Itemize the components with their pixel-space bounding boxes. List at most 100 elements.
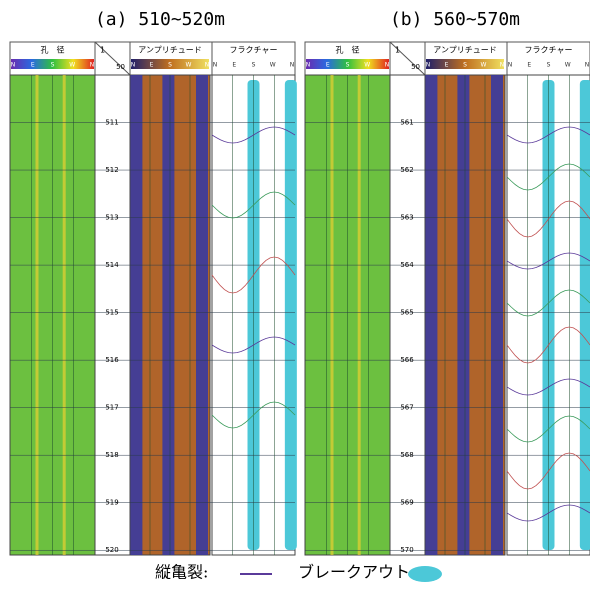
depth-label: 569 xyxy=(400,499,413,507)
fracture-trace xyxy=(506,126,590,144)
depth-label: 514 xyxy=(105,261,119,269)
azimuth-label: S xyxy=(51,62,55,69)
fracture-trace xyxy=(506,452,590,490)
scale-slash xyxy=(94,41,131,76)
depth-label: 511 xyxy=(105,119,118,127)
depth-label: 518 xyxy=(105,451,118,459)
column-header: 孔 径 xyxy=(41,45,65,55)
azimuth-label: N xyxy=(385,62,390,69)
azimuth-label: N xyxy=(585,62,590,69)
breakout xyxy=(284,80,297,550)
caliper-streak xyxy=(357,75,361,555)
scale-slash xyxy=(389,41,426,76)
depth-label: 567 xyxy=(400,404,413,412)
azimuth-label: N xyxy=(90,62,95,69)
legend-breakout-swatch xyxy=(408,566,442,582)
azimuth-label: E xyxy=(326,62,330,69)
header-box xyxy=(304,41,590,76)
depth-label: 566 xyxy=(400,356,414,364)
caliper-streak xyxy=(35,75,39,555)
depth-label: 513 xyxy=(105,214,118,222)
color-scale xyxy=(306,59,389,69)
depth-label: 512 xyxy=(105,166,118,174)
fracture-trace xyxy=(211,336,296,354)
azimuth-label: E xyxy=(31,62,35,69)
track xyxy=(94,74,131,556)
azimuth-label: N xyxy=(131,62,136,69)
azimuth-label: W xyxy=(270,62,276,69)
azimuth-label: W xyxy=(481,62,487,69)
depth-label: 564 xyxy=(400,261,414,269)
amplitude-band xyxy=(196,75,208,555)
depth-label: 517 xyxy=(105,404,118,412)
column-header: アンプリチュード xyxy=(138,46,201,55)
fracture-trace xyxy=(506,289,590,317)
amplitude-band xyxy=(457,75,470,555)
fracture-trace xyxy=(211,401,296,429)
fracture-trace xyxy=(506,378,590,396)
azimuth-label: N xyxy=(205,62,210,69)
azimuth-label: S xyxy=(252,62,256,69)
scale-bottom: 50 xyxy=(116,63,125,71)
fracture-trace xyxy=(506,326,590,364)
depth-label: 562 xyxy=(400,166,413,174)
panel-title: (a) 510~520m xyxy=(95,9,225,30)
track xyxy=(389,74,426,556)
amplitude-band xyxy=(162,75,175,555)
legend-crack: 縦亀裂: xyxy=(155,563,208,582)
column-header: フラクチャー xyxy=(525,46,573,55)
scale-top: 1 xyxy=(100,46,105,55)
depth-label: 515 xyxy=(105,309,118,317)
fracture-trace xyxy=(506,415,590,443)
azimuth-label: N xyxy=(213,62,218,69)
depth-label: 520 xyxy=(105,546,118,554)
depth-label: 516 xyxy=(105,356,119,364)
amplitude-band xyxy=(130,75,143,555)
azimuth-label: N xyxy=(426,62,431,69)
azimuth-label: N xyxy=(508,62,513,69)
fracture-trace xyxy=(211,191,296,219)
depth-label: 519 xyxy=(105,499,118,507)
color-scale xyxy=(11,59,94,69)
azimuth-label: N xyxy=(500,62,505,69)
azimuth-label: N xyxy=(11,62,16,69)
fracture-trace xyxy=(506,504,590,522)
panel-title: (b) 560~570m xyxy=(390,9,520,30)
caliper-streak xyxy=(330,75,334,555)
column-header: アンプリチュード xyxy=(433,46,496,55)
azimuth-label: W xyxy=(364,62,370,69)
depth-label: 568 xyxy=(400,451,413,459)
azimuth-label: W xyxy=(565,62,571,69)
legend-breakout: ブレークアウト: xyxy=(298,563,415,582)
amplitude-band xyxy=(425,75,438,555)
azimuth-label: W xyxy=(69,62,75,69)
breakout xyxy=(579,80,590,550)
scale-top: 1 xyxy=(395,46,400,55)
azimuth-label: S xyxy=(346,62,350,69)
fracture-trace xyxy=(211,256,296,294)
azimuth-label: W xyxy=(186,62,192,69)
depth-label: 565 xyxy=(400,309,413,317)
azimuth-label: S xyxy=(547,62,551,69)
amplitude-band xyxy=(491,75,503,555)
scale-bottom: 50 xyxy=(411,63,420,71)
fracture-trace xyxy=(506,252,590,270)
depth-label: 563 xyxy=(400,214,413,222)
depth-label: 570 xyxy=(400,546,413,554)
azimuth-label: S xyxy=(463,62,467,69)
azimuth-label: N xyxy=(290,62,295,69)
fracture-trace xyxy=(211,126,296,144)
fracture-trace xyxy=(506,163,590,191)
column-header: 孔 径 xyxy=(336,45,360,55)
azimuth-label: N xyxy=(306,62,311,69)
caliper-streak xyxy=(62,75,66,555)
azimuth-label: E xyxy=(232,62,236,69)
fracture-trace xyxy=(506,200,590,238)
azimuth-label: E xyxy=(445,62,449,69)
azimuth-label: E xyxy=(150,62,154,69)
azimuth-label: S xyxy=(168,62,172,69)
color-scale xyxy=(426,59,504,69)
